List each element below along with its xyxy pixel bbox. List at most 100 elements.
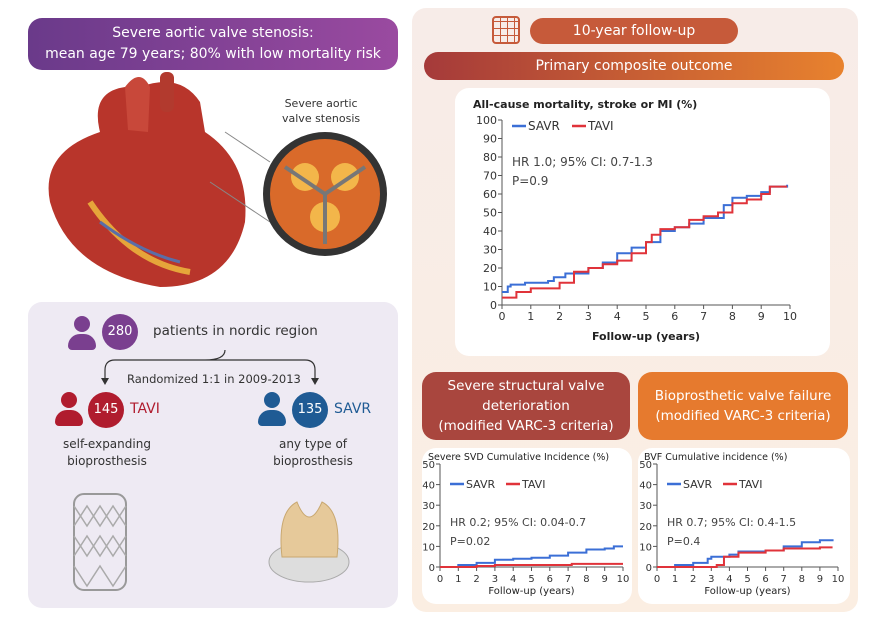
x-tick-label: 5	[528, 574, 534, 585]
primary-outcome-pill: Primary composite outcome	[424, 52, 844, 80]
y-tick-label: 10	[422, 542, 435, 553]
chart-title: All-cause mortality, stroke or MI (%)	[473, 98, 697, 111]
y-tick-label: 40	[639, 481, 652, 492]
primary-outcome-chart: All-cause mortality, stroke or MI (%)010…	[473, 98, 797, 343]
x-tick-label: 2	[690, 574, 696, 585]
savr-valve-illustration	[268, 501, 350, 583]
y-tick-label: 10	[639, 542, 652, 553]
x-tick-label: 5	[643, 310, 650, 323]
x-tick-label: 8	[729, 310, 736, 323]
hazard-ratio-text: HR 0.2; 95% CI: 0.04-0.7	[450, 516, 586, 529]
x-tick-label: 6	[547, 574, 553, 585]
y-tick-label: 50	[639, 460, 652, 471]
x-tick-label: 0	[437, 574, 443, 585]
x-tick-label: 0	[499, 310, 506, 323]
callout-label: Severe aortic valve stenosis	[282, 97, 361, 125]
calendar-icon	[492, 16, 520, 44]
x-tick-label: 3	[492, 574, 498, 585]
x-tick-label: 2	[556, 310, 563, 323]
y-tick-label: 10	[483, 281, 497, 294]
savr-description: any type of bioprosthesis	[273, 437, 353, 468]
y-tick-label: 50	[483, 207, 497, 220]
x-tick-label: 1	[527, 310, 534, 323]
y-tick-label: 20	[422, 522, 435, 533]
population-header: Severe aortic valve stenosis: mean age 7…	[28, 18, 398, 70]
legend-label-savr: SAVR	[683, 478, 713, 491]
y-tick-label: 0	[490, 299, 497, 312]
x-tick-label: 8	[583, 574, 589, 585]
primary-chart-card	[455, 88, 830, 356]
y-tick-label: 70	[483, 170, 497, 183]
y-tick-label: 30	[422, 501, 435, 512]
x-tick-label: 6	[671, 310, 678, 323]
y-tick-label: 30	[483, 244, 497, 257]
x-tick-label: 3	[708, 574, 714, 585]
legend-label-savr: SAVR	[466, 478, 496, 491]
y-tick-label: 100	[476, 114, 497, 127]
x-tick-label: 1	[672, 574, 678, 585]
y-tick-label: 20	[639, 522, 652, 533]
legend-label-savr: SAVR	[528, 119, 560, 133]
hazard-ratio-text: HR 0.7; 95% CI: 0.4-1.5	[667, 516, 796, 529]
bvf-chart-card	[638, 448, 850, 604]
svd-title-pill: Severe structural valve deterioration (mod…	[422, 372, 630, 440]
y-tick-label: 50	[422, 460, 435, 471]
legend-label-tavi: TAVI	[587, 119, 614, 133]
y-tick-label: 0	[429, 563, 435, 574]
randomized-label: Randomized 1:1 in 2009-2013	[127, 372, 301, 386]
x-tick-label: 5	[744, 574, 750, 585]
savr-person-icon	[258, 392, 286, 428]
y-tick-label: 30	[639, 501, 652, 512]
x-tick-label: 4	[726, 574, 732, 585]
randomization-arrows	[101, 349, 319, 385]
x-axis-label: Follow-up (years)	[488, 586, 574, 597]
total-count-badge: 280	[102, 314, 138, 350]
y-tick-label: 40	[483, 225, 497, 238]
x-tick-label: 7	[781, 574, 787, 585]
bvf-title-pill: Bioprosthetic valve failure (modified VAR…	[638, 372, 848, 440]
x-tick-label: 2	[473, 574, 479, 585]
y-tick-label: 80	[483, 151, 497, 164]
x-tick-label: 9	[602, 574, 608, 585]
heart-illustration	[48, 72, 387, 287]
chart-title: BVF Cumulative incidence (%)	[644, 452, 787, 463]
x-tick-label: 4	[614, 310, 621, 323]
tavi-description: self-expanding bioprosthesis	[63, 437, 151, 468]
x-tick-label: 7	[565, 574, 571, 585]
y-tick-label: 0	[646, 563, 652, 574]
bvf-chart: BVF Cumulative incidence (%) 0 10 20 30 40 50 0…	[639, 452, 844, 597]
x-tick-label: 9	[817, 574, 823, 585]
y-tick-label: 90	[483, 133, 497, 146]
svd-chart-card	[422, 448, 632, 604]
x-tick-label: 0	[654, 574, 660, 585]
series-line-tavi	[440, 562, 623, 568]
x-tick-label: 9	[758, 310, 765, 323]
x-tick-label: 3	[585, 310, 592, 323]
p-value-text: P=0.4	[667, 535, 700, 548]
series-line-savr	[440, 545, 623, 568]
person-icon	[68, 316, 96, 352]
header-line1: Severe aortic valve stenosis:	[112, 25, 314, 41]
savr-label: SAVR	[334, 401, 372, 417]
x-tick-label: 10	[783, 310, 797, 323]
y-tick-label: 40	[422, 481, 435, 492]
hazard-ratio-text: HR 1.0; 95% CI: 0.7-1.3	[512, 155, 653, 169]
x-tick-label: 7	[700, 310, 707, 323]
x-axis-label: Follow-up (years)	[592, 330, 700, 343]
svd-chart: Severe SVD Cumulative Incidence (%)01020…	[422, 452, 629, 597]
savr-count-badge: 135	[292, 392, 328, 428]
x-tick-label: 8	[799, 574, 805, 585]
p-value-text: P=0.9	[512, 174, 548, 188]
followup-pill: 10-year follow-up	[530, 18, 738, 44]
y-tick-label: 60	[483, 188, 497, 201]
p-value-text: P=0.02	[450, 535, 490, 548]
x-tick-label: 6	[762, 574, 768, 585]
tavi-person-icon	[55, 392, 83, 428]
x-tick-label: 4	[510, 574, 516, 585]
tavi-label: TAVI	[130, 401, 160, 417]
header-line2: mean age 79 years; 80% with low mortalit…	[45, 46, 381, 62]
total-label: patients in nordic region	[153, 323, 318, 339]
legend-label-tavi: TAVI	[738, 478, 762, 491]
tavi-count-badge: 145	[88, 392, 124, 428]
tavi-valve-illustration	[73, 493, 127, 591]
